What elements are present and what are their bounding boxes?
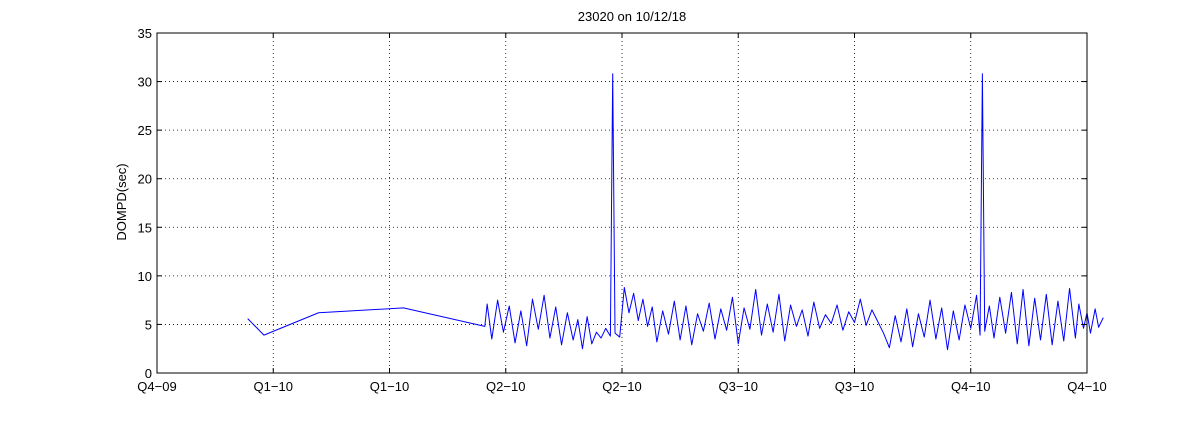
- y-tick-label: 35: [138, 26, 152, 41]
- x-tick-label: Q3−10: [719, 379, 758, 394]
- y-tick-label: 25: [138, 123, 152, 138]
- y-tick-label: 10: [138, 269, 152, 284]
- y-tick-label: 5: [145, 317, 152, 332]
- y-tick-label: 0: [145, 366, 152, 381]
- x-tick-label: Q2−10: [602, 379, 641, 394]
- y-tick-label: 15: [138, 220, 152, 235]
- x-tick-label: Q1−10: [370, 379, 409, 394]
- series-line: [247, 73, 1104, 351]
- x-tick-label: Q4−10: [1067, 379, 1106, 394]
- x-tick-label: Q2−10: [486, 379, 525, 394]
- x-tick-label: Q3−10: [835, 379, 874, 394]
- y-tick-label: 30: [138, 75, 152, 90]
- x-tick-label: Q1−10: [254, 379, 293, 394]
- y-axis-label: DOMPD(sec): [114, 163, 129, 240]
- x-tick-label: Q4−09: [137, 379, 176, 394]
- chart-title: 23020 on 10/12/18: [578, 9, 686, 24]
- y-tick-label: 20: [138, 172, 152, 187]
- x-tick-label: Q4−10: [951, 379, 990, 394]
